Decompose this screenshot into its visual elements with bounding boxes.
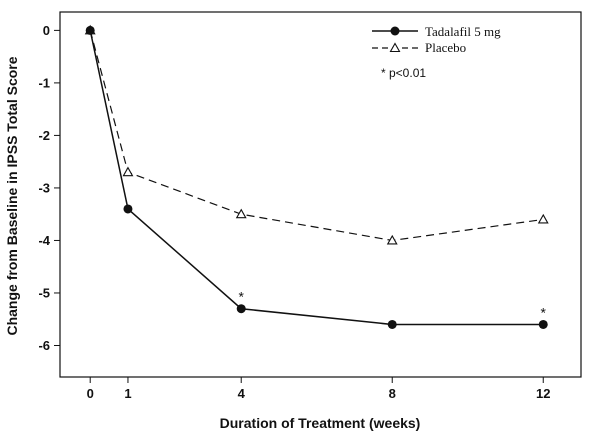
y-tick-label: -2 (38, 128, 50, 143)
tadalafil-series-line (89, 30, 544, 326)
y-tick-label: -4 (38, 233, 50, 248)
y-tick-label: -5 (38, 285, 50, 300)
legend-placebo-marker (389, 42, 401, 53)
tadalafil-point (85, 25, 95, 35)
y-axis-title: Change from Baseline in IPSS Total Score (4, 56, 20, 335)
placebo-series-line (89, 30, 544, 242)
x-tick-label: 8 (389, 386, 396, 401)
tadalafil-point (236, 304, 246, 314)
x-tick-label: 1 (124, 386, 131, 401)
legend: Tadalafil 5 mg Placebo * p<0.01 (372, 24, 501, 80)
significance-star: * (541, 304, 547, 320)
significance-star: * (238, 289, 244, 305)
placebo-point (235, 208, 247, 219)
tadalafil-point (123, 204, 133, 214)
tadalafil-point (387, 319, 397, 329)
placebo-point (537, 213, 549, 224)
plot-frame (59, 11, 582, 378)
legend-tadalafil-label: Tadalafil 5 mg (425, 24, 501, 39)
x-tick-label: 0 (87, 386, 94, 401)
significance-note: * p<0.01 (381, 66, 426, 80)
x-tick-label: 12 (536, 386, 550, 401)
y-tick-label: -6 (38, 338, 50, 353)
tadalafil-point (538, 319, 548, 329)
legend-placebo-label: Placebo (425, 40, 466, 55)
y-tick-label: -1 (38, 75, 50, 90)
placebo-point (386, 234, 398, 245)
y-tick-label: 0 (43, 23, 50, 38)
x-axis-title: Duration of Treatment (weeks) (220, 415, 421, 431)
x-tick-label: 4 (238, 386, 246, 401)
legend-tadalafil-marker (390, 26, 400, 36)
y-tick-label: -3 (38, 180, 50, 195)
placebo-point (122, 166, 134, 177)
